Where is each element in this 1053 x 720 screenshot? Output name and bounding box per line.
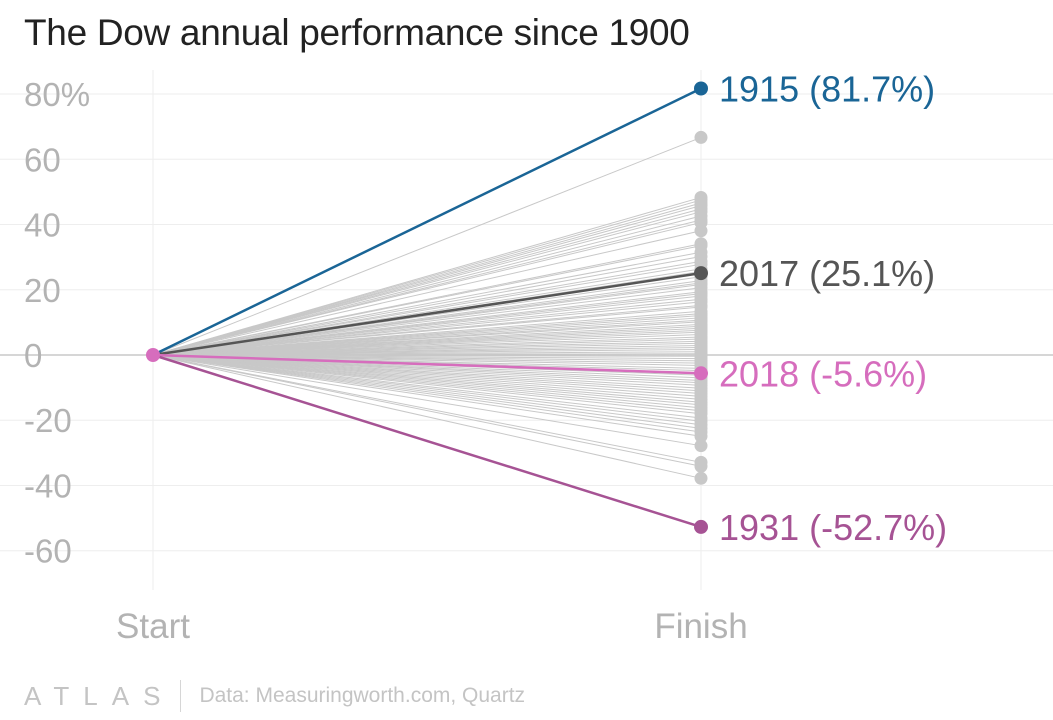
highlight-label: 2018 (-5.6%) xyxy=(719,353,927,394)
labels-layer: 80% 60 40 20 0 -20 -40 -60 Start Finish 1915 (81.7… xyxy=(24,68,947,646)
year-line xyxy=(152,354,702,433)
highlight-line xyxy=(152,271,702,357)
highlight-point xyxy=(694,366,708,381)
y-tick-label: -20 xyxy=(24,402,72,439)
year-line xyxy=(152,354,702,447)
year-line xyxy=(152,211,702,356)
footer: ATLAS Data: Measuringworth.com, Quartz xyxy=(24,678,525,714)
year-line xyxy=(152,354,702,422)
y-tick-label: 40 xyxy=(24,207,61,244)
year-point xyxy=(694,429,708,443)
y-tick-label: 80% xyxy=(24,76,90,113)
year-line xyxy=(152,230,702,356)
chart-title: The Dow annual performance since 1900 xyxy=(24,12,690,53)
year-line xyxy=(152,301,702,356)
year-line xyxy=(152,222,702,356)
year-point xyxy=(694,439,708,453)
y-tick-label: -60 xyxy=(24,533,72,570)
year-line xyxy=(152,354,702,429)
y-tick-label: 0 xyxy=(24,337,42,374)
start-point xyxy=(146,348,160,362)
y-tick-label: 60 xyxy=(24,141,61,178)
year-line xyxy=(152,251,702,356)
year-line xyxy=(152,354,702,426)
y-tick-label: 20 xyxy=(24,272,61,309)
year-line xyxy=(152,255,702,356)
year-line xyxy=(152,245,702,356)
lines-layer xyxy=(146,81,708,534)
highlight-label: 2017 (25.1%) xyxy=(719,253,935,294)
highlight-line xyxy=(152,353,702,375)
year-point xyxy=(694,224,708,238)
highlight-label: 1931 (-52.7%) xyxy=(719,507,947,548)
year-line xyxy=(152,354,702,419)
source-note: Data: Measuringworth.com, Quartz xyxy=(199,684,526,707)
highlight-point xyxy=(694,519,708,534)
x-tick-label: Finish xyxy=(654,607,747,646)
year-line xyxy=(152,205,702,356)
highlight-label: 1915 (81.7%) xyxy=(719,68,935,109)
year-line xyxy=(152,354,702,415)
year-line xyxy=(152,295,702,356)
year-point xyxy=(694,130,708,144)
year-point xyxy=(694,471,708,485)
year-line xyxy=(152,263,702,356)
year-line xyxy=(152,354,702,479)
year-line xyxy=(152,215,702,356)
year-line xyxy=(152,354,702,437)
year-line xyxy=(152,284,702,356)
highlight-line xyxy=(152,353,702,529)
year-line xyxy=(152,354,702,463)
year-line xyxy=(152,306,702,356)
footer-divider xyxy=(180,680,182,712)
highlight-point xyxy=(694,266,708,281)
highlight-point xyxy=(694,81,708,96)
atlas-logo: ATLAS xyxy=(24,680,175,711)
y-tick-label: -40 xyxy=(24,467,72,504)
highlight-line xyxy=(152,87,702,357)
year-line xyxy=(152,136,702,356)
year-line xyxy=(152,354,702,467)
chart-svg: 80% 60 40 20 0 -20 -40 -60 Start Finish 1915 (81.7… xyxy=(0,68,1053,646)
x-tick-label: Start xyxy=(116,607,190,646)
year-point xyxy=(694,459,708,473)
year-line xyxy=(152,287,702,356)
